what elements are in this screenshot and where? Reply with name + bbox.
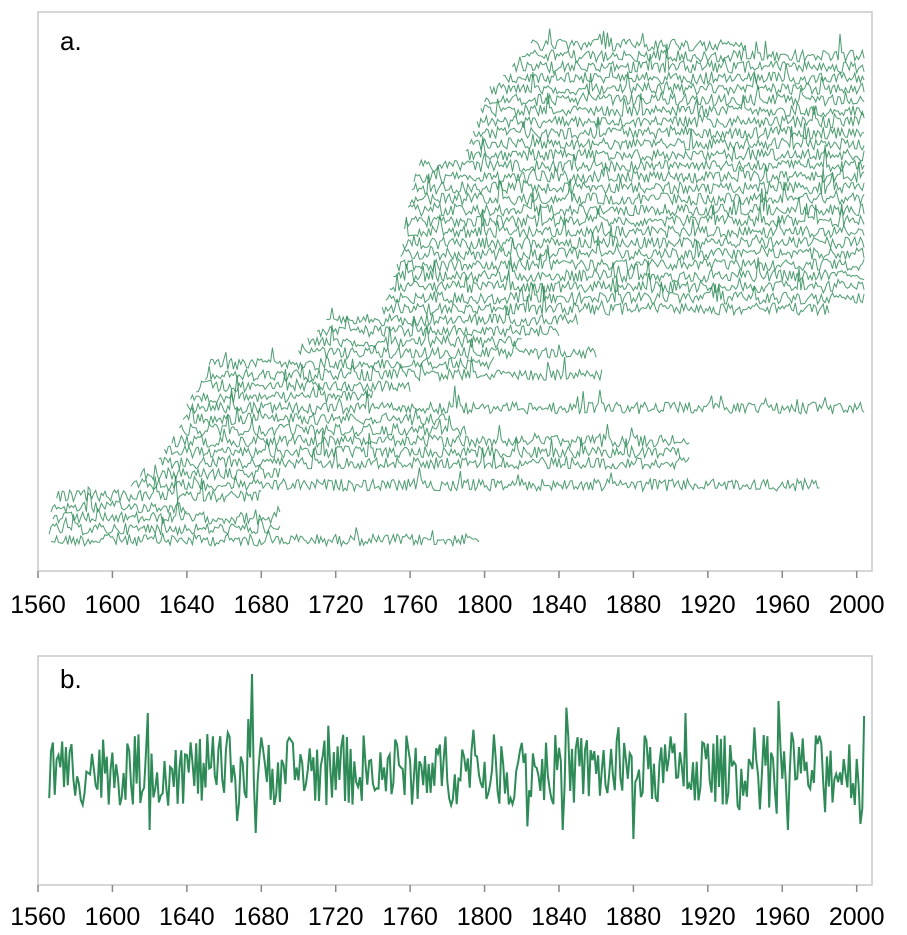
panel-a-tick-label: 1960 <box>754 591 810 619</box>
panel-a-series-line <box>393 255 865 284</box>
panel-a-frame <box>37 11 873 572</box>
panel-b-tick-label: 1560 <box>10 903 66 931</box>
panel-a-series-line <box>182 406 448 427</box>
panel-a-series-line <box>205 356 603 383</box>
panel-a-series-line <box>381 285 830 317</box>
panel-a-series-line <box>298 338 597 361</box>
panel-a-series-line <box>409 178 865 207</box>
panel-a-series-line <box>52 499 281 526</box>
panel-a-label: a. <box>60 26 82 56</box>
panel-b-tick-label: 1680 <box>233 903 289 931</box>
panel-a-series-line <box>171 423 690 449</box>
panel-a-series-line <box>186 385 865 416</box>
panel-a-tick-label: 2000 <box>829 591 885 619</box>
panel-a-series-line <box>480 92 865 119</box>
panel-a-series-line <box>489 71 865 97</box>
panel-a-series-line <box>402 224 865 251</box>
panel-a-series-line <box>326 305 579 328</box>
panel-a-series-line <box>530 28 746 53</box>
panel-a-tick-label: 1560 <box>10 591 66 619</box>
panel-b: b. 1560 1600 1640 1680 1720 1760 1800 1840 1880 1… <box>10 655 885 931</box>
panel-b-label: b. <box>60 664 82 694</box>
panel-a-series-line <box>512 43 865 75</box>
panel-b-tick-label: 1760 <box>382 903 438 931</box>
panel-b-tick-label: 1920 <box>680 903 736 931</box>
panel-a-series-line <box>413 161 865 185</box>
panel-a-tick-label: 1680 <box>233 591 289 619</box>
panel-b-x-axis: 1560 1600 1640 1680 1720 1760 1800 1840 1880 1920… <box>10 885 885 931</box>
panel-a-tick-label: 1720 <box>308 591 364 619</box>
panel-a-x-axis: 1560 1600 1640 1680 1720 1760 1800 1840 1880 1920… <box>10 571 885 619</box>
panel-a-series-line <box>385 275 865 306</box>
panel-a-series-line <box>56 475 262 504</box>
panel-a-series-line <box>407 188 865 218</box>
panel-a: a. 1560 1600 1640 1680 1720 1760 1800 1840 1880 1… <box>10 11 885 619</box>
panel-a-series-line <box>130 467 820 493</box>
panel-b-tick-label: 1840 <box>531 903 587 931</box>
panel-a-series-line <box>469 122 865 152</box>
panel-b-tick-label: 1600 <box>85 903 141 931</box>
panel-a-series-line <box>307 324 522 350</box>
panel-b-tick-label: 1880 <box>606 903 662 931</box>
panel-a-series-line <box>48 514 281 537</box>
panel-b-tick-label: 1800 <box>457 903 513 931</box>
panel-b-series-group <box>48 673 866 840</box>
panel-a-tick-label: 1760 <box>382 591 438 619</box>
panel-a-series-line <box>484 85 865 108</box>
panel-a-tick-label: 1600 <box>85 591 141 619</box>
panel-a-series-line <box>418 145 865 173</box>
panel-a-tick-label: 1880 <box>606 591 662 619</box>
panel-a-series-line <box>472 119 865 141</box>
panel-a-tick-label: 1920 <box>680 591 736 619</box>
panel-a-series-line <box>465 136 865 163</box>
panel-a-series-line <box>208 347 495 371</box>
panel-a-series-line <box>139 463 281 482</box>
panel-a-series-line <box>50 485 187 515</box>
panel-a-series-line <box>389 267 865 295</box>
panel-a-series-line <box>196 368 411 394</box>
panel-a-series-group <box>48 28 865 548</box>
panel-a-series-line <box>190 375 374 404</box>
panel-b-tick-label: 1960 <box>754 903 810 931</box>
panel-a-series-line <box>405 203 865 229</box>
panel-a-series-line <box>164 430 681 460</box>
panel-a-series-line <box>521 33 865 64</box>
panel-a-tick-label: 1800 <box>457 591 513 619</box>
panel-a-series-line <box>50 527 480 548</box>
panel-a-series-line <box>158 447 690 471</box>
panel-a-tick-label: 1640 <box>159 591 215 619</box>
panel-b-tick-label: 1720 <box>308 903 364 931</box>
panel-a-series-line <box>503 63 865 86</box>
panel-a-series-line <box>476 105 865 130</box>
panel-a-series-line <box>404 209 865 240</box>
panel-a-series-line <box>400 235 865 262</box>
panel-a-series-line <box>316 315 560 339</box>
panel-a-series-line <box>178 414 467 438</box>
panel-b-tick-label: 2000 <box>829 903 885 931</box>
panel-a-tick-label: 1840 <box>531 591 587 619</box>
panel-a-series-line <box>396 244 865 273</box>
panel-b-tick-label: 1640 <box>159 903 215 931</box>
panel-b-chronology-line <box>48 673 866 840</box>
panel-a-series-line <box>411 167 865 196</box>
